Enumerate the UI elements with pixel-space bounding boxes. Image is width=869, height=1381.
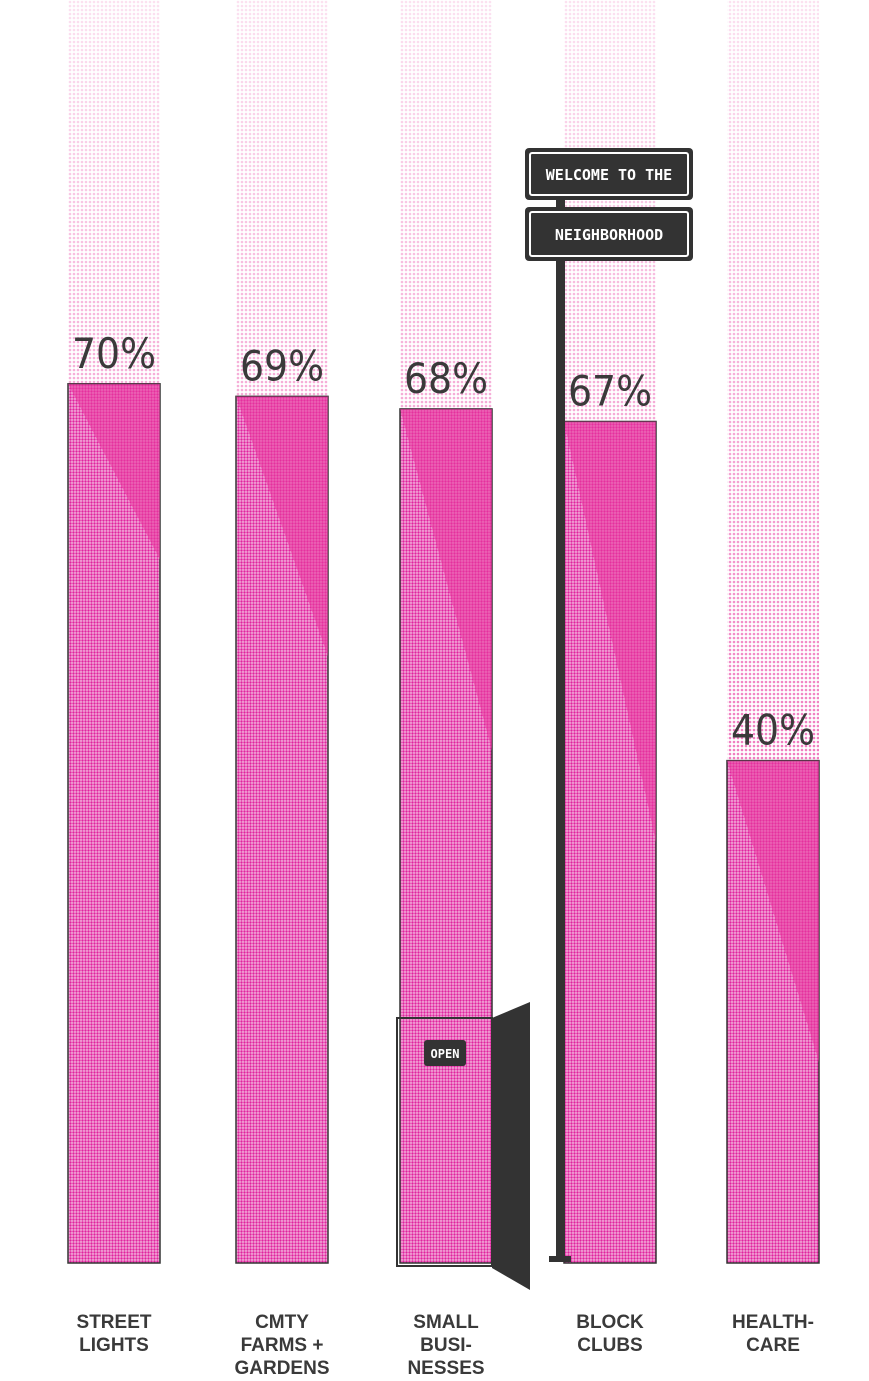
bar-shade: [68, 383, 160, 560]
x-tick-label: CARE: [746, 1335, 800, 1356]
x-tick-label: SMALL: [413, 1312, 479, 1333]
value-label: 70%: [72, 329, 156, 378]
x-tick-label: LIGHTS: [79, 1335, 149, 1356]
x-tick-label: STREET: [77, 1312, 152, 1333]
x-tick-label: BLOCK: [576, 1312, 644, 1333]
open-sign: OPEN: [431, 1047, 460, 1061]
value-label: 40%: [731, 706, 815, 755]
bar-shade: [564, 421, 656, 843]
door: OPEN: [396, 1002, 530, 1290]
sign-text: WELCOME TO THE: [546, 166, 672, 184]
x-tick-label: FARMS +: [241, 1335, 324, 1356]
value-label: 69%: [240, 341, 324, 390]
bar-shade: [236, 396, 328, 657]
bars: [67, 383, 820, 1264]
x-tick-label: HEALTH-: [732, 1312, 814, 1333]
sign-text: NEIGHBORHOOD: [555, 226, 663, 244]
sign-post: WELCOME TO THE NEIGHBORHOOD: [525, 148, 693, 1262]
bar-shade: [400, 408, 492, 751]
bar-shade: [727, 760, 819, 1063]
value-label: 68%: [404, 354, 488, 403]
x-tick-label: CLUBS: [577, 1335, 642, 1356]
value-label: 67%: [568, 366, 652, 415]
x-tick-label: NESSES: [407, 1358, 484, 1379]
x-tick-label: CMTY: [255, 1312, 309, 1333]
x-tick-label: GARDENS: [234, 1358, 329, 1379]
x-tick-label: BUSI-: [420, 1335, 472, 1356]
